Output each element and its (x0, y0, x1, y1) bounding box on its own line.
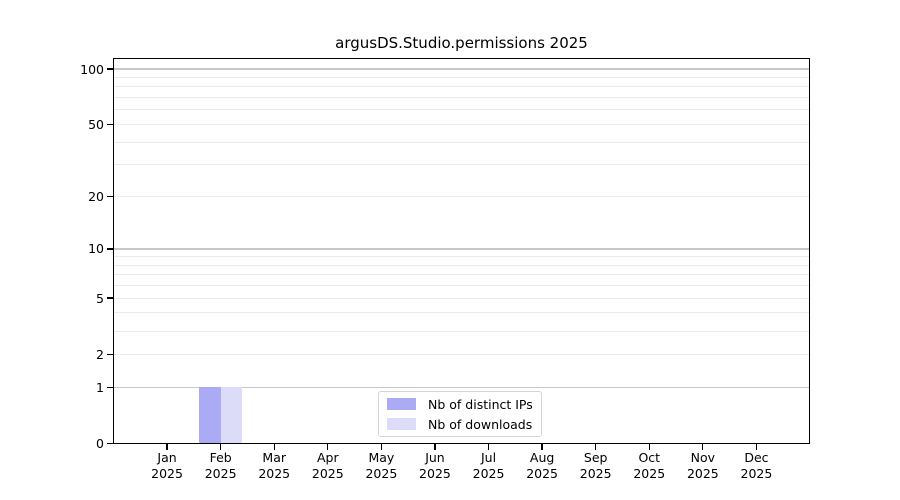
minor-gridline (114, 353, 809, 355)
bar-nb-of-distinct-ips (199, 387, 221, 444)
x-axis-tick (755, 443, 758, 450)
y-tick-label: 0 (96, 436, 104, 451)
x-axis-tick (327, 443, 329, 450)
y-tick-label: 100 (80, 61, 104, 77)
minor-gridline (114, 297, 809, 299)
x-tick-label: Jun 2025 (419, 450, 451, 481)
x-tick-label: Aug 2025 (526, 450, 559, 481)
minor-gridline (114, 123, 809, 125)
minor-gridline (114, 256, 809, 258)
x-axis-tick (166, 443, 168, 450)
minor-gridline (114, 164, 809, 166)
chart-title: argusDS.Studio.permissions 2025 (335, 34, 588, 52)
x-axis-tick (595, 443, 597, 450)
y-axis-tick (106, 123, 114, 126)
plot-area-frame (113, 58, 810, 444)
minor-gridline (114, 76, 809, 78)
legend-swatch-downloads-icon (387, 418, 416, 430)
x-axis-tick (541, 443, 543, 450)
y-tick-label: 20 (88, 188, 104, 204)
legend-label-downloads: Nb of downloads (428, 416, 533, 432)
major-gridline (114, 386, 809, 388)
x-tick-label: Apr 2025 (311, 450, 344, 481)
y-tick-label: 50 (88, 116, 104, 132)
minor-gridline (114, 330, 809, 332)
x-tick-label: Feb 2025 (204, 450, 237, 481)
minor-gridline (114, 264, 809, 266)
legend-label-distinct-ips: Nb of distinct IPs (428, 396, 533, 412)
y-axis-tick (106, 297, 114, 299)
x-axis-tick (648, 443, 650, 450)
x-tick-label: Jul 2025 (472, 450, 505, 481)
x-tick-label: Nov 2025 (686, 450, 719, 481)
x-axis-tick (220, 443, 222, 450)
x-tick-label: Dec 2025 (740, 450, 773, 481)
y-axis-tick (106, 68, 114, 70)
y-axis-tick (106, 353, 114, 355)
minor-gridline (114, 274, 809, 276)
minor-gridline (114, 97, 809, 99)
x-tick-label: Mar 2025 (258, 450, 291, 481)
legend-swatch-distinct-ips-icon (387, 398, 416, 410)
major-gridline (114, 248, 809, 250)
minor-gridline (114, 141, 809, 143)
minor-gridline (114, 109, 809, 111)
x-tick-label: Oct 2025 (633, 450, 666, 481)
minor-gridline (114, 86, 809, 88)
y-tick-label: 1 (96, 379, 104, 395)
x-tick-label: Jan 2025 (151, 450, 183, 481)
minor-gridline (114, 195, 809, 197)
x-axis-tick (273, 443, 275, 450)
minor-gridline (114, 285, 809, 287)
x-tick-label: Sep 2025 (579, 450, 612, 481)
legend-item-distinct-ips: Nb of distinct IPs (387, 396, 533, 413)
x-axis-tick (702, 443, 704, 450)
y-axis-tick (106, 386, 114, 388)
y-tick-label: 10 (88, 241, 104, 257)
x-axis-tick (434, 443, 436, 450)
y-tick-label: 5 (96, 290, 104, 306)
y-axis-tick (106, 248, 114, 250)
y-tick-label: 2 (96, 346, 104, 362)
x-axis-tick (487, 443, 490, 450)
legend-item-downloads: Nb of downloads (387, 416, 533, 433)
y-axis-tick (106, 442, 114, 445)
x-axis-tick (380, 443, 383, 450)
x-tick-label: May 2025 (365, 450, 398, 481)
major-gridline (114, 68, 809, 70)
y-axis-tick (106, 195, 114, 198)
bar-nb-of-downloads (220, 387, 243, 444)
legend: Nb of distinct IPs Nb of downloads (378, 391, 542, 437)
minor-gridline (114, 312, 809, 314)
